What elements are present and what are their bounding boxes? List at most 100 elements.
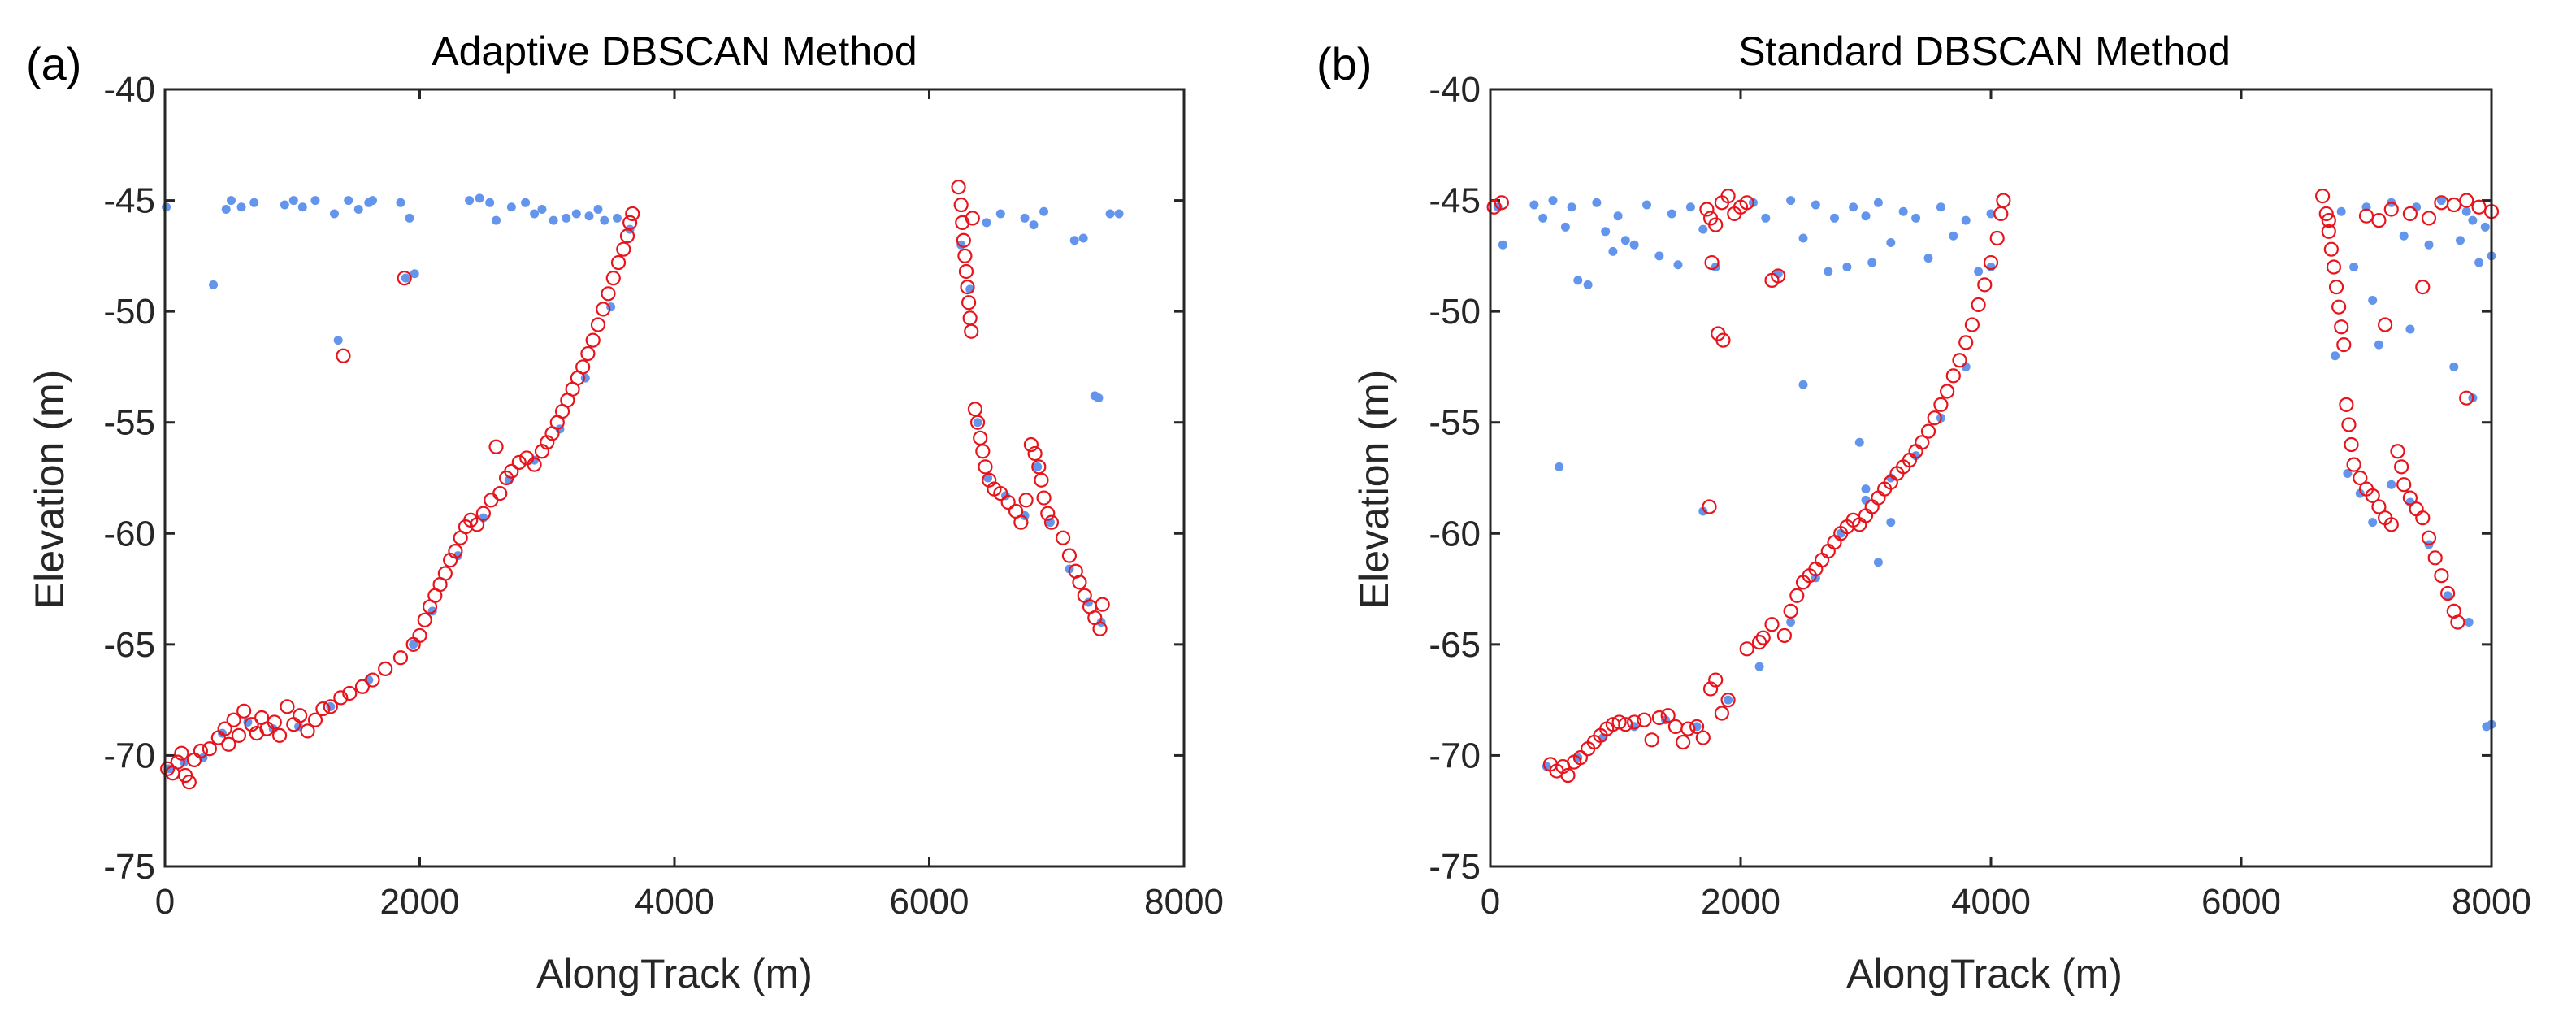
- panel-a: (a) Adaptive DBSCAN Method AlongTrack (m…: [26, 28, 1224, 996]
- blue-point: [344, 196, 353, 206]
- blue-point: [1842, 263, 1852, 272]
- x-ticks: 0 2000 4000 6000 8000: [1481, 89, 2531, 922]
- y-tick-label: -70: [1429, 736, 1481, 775]
- red-point: [1637, 712, 1652, 727]
- y-tick-label: -55: [103, 403, 155, 443]
- blue-point: [1620, 236, 1630, 245]
- red-point: [2365, 488, 2380, 503]
- red-point: [1920, 423, 1936, 439]
- red-point: [1776, 627, 1792, 644]
- red-point: [267, 714, 282, 730]
- red-point: [336, 348, 351, 363]
- red-point: [1739, 641, 1754, 657]
- red-point: [1720, 189, 1736, 204]
- red-point: [2378, 317, 2393, 332]
- blue-point: [2461, 206, 2471, 216]
- red-point: [2402, 490, 2418, 506]
- red-point: [333, 690, 349, 706]
- red-point: [1000, 494, 1016, 510]
- red-point: [2371, 499, 2387, 514]
- y-tick-label: -45: [1429, 181, 1481, 221]
- red-point: [492, 486, 508, 501]
- blue-point: [1986, 209, 1996, 219]
- blue-point: [288, 196, 298, 206]
- red-point: [1714, 706, 1729, 721]
- red-point: [534, 444, 550, 459]
- red-point: [2371, 213, 2387, 228]
- y-tick-label: -55: [1429, 403, 1481, 443]
- red-point: [2459, 390, 2474, 406]
- red-point: [1072, 575, 1087, 590]
- red-point: [1964, 317, 1980, 332]
- red-point: [217, 721, 232, 736]
- blue-point: [1761, 213, 1771, 223]
- red-point: [1871, 490, 1886, 506]
- y-tick-label: -45: [103, 181, 155, 221]
- red-point: [484, 493, 499, 508]
- red-point: [527, 457, 542, 472]
- red-point: [2409, 501, 2424, 517]
- red-point: [2331, 299, 2347, 315]
- red-point: [226, 712, 241, 727]
- red-point: [443, 552, 458, 568]
- red-point: [342, 685, 358, 701]
- red-point: [1789, 588, 1805, 603]
- red-point: [1958, 335, 1974, 350]
- blue-point: [1811, 200, 1820, 210]
- red-point: [2394, 459, 2409, 475]
- blue-point: [2368, 518, 2378, 528]
- blue-point: [600, 215, 609, 225]
- blue-point: [1861, 211, 1871, 221]
- blue-point: [1786, 196, 1796, 206]
- red-point: [964, 323, 979, 339]
- red-point: [1018, 493, 1034, 508]
- blue-point: [2399, 231, 2409, 241]
- red-point: [2383, 202, 2399, 217]
- chart-title: Standard DBSCAN Method: [1738, 28, 2231, 74]
- red-point: [982, 472, 997, 488]
- red-point: [1486, 199, 1502, 215]
- blue-point: [2449, 362, 2459, 371]
- red-point: [967, 402, 983, 417]
- red-point: [392, 650, 409, 666]
- x-tick-label: 6000: [890, 882, 969, 922]
- y-tick-label: -75: [103, 847, 155, 887]
- blue-point: [2480, 222, 2490, 232]
- red-point: [271, 727, 288, 743]
- red-point: [2421, 211, 2437, 226]
- x-tick-label: 0: [1481, 882, 1500, 922]
- red-point: [973, 430, 988, 445]
- red-point: [1572, 750, 1588, 766]
- red-point: [993, 486, 1008, 501]
- blue-point: [1911, 213, 1921, 223]
- blue-point: [1886, 237, 1896, 247]
- red-point: [969, 415, 986, 430]
- blue-point: [612, 213, 622, 223]
- red-point: [1764, 617, 1780, 632]
- red-point: [1036, 490, 1052, 506]
- blue-point: [1986, 263, 1996, 272]
- red-point: [365, 672, 380, 688]
- blue-point: [405, 213, 414, 223]
- red-point: [2396, 477, 2412, 493]
- blue-point: [485, 198, 495, 207]
- red-point: [1720, 693, 1736, 708]
- red-point: [953, 197, 969, 213]
- red-point: [1034, 472, 1049, 488]
- blue-point: [1114, 209, 1124, 219]
- red-point: [2328, 279, 2344, 295]
- blue-point: [1854, 437, 1864, 447]
- blue-point: [1608, 246, 1618, 256]
- red-point: [1095, 597, 1110, 612]
- blue-point: [1629, 240, 1639, 250]
- red-point: [1915, 435, 1930, 450]
- y-axis-label: Elevation (m): [1351, 370, 1397, 610]
- red-point: [1702, 499, 1717, 514]
- red-point: [1618, 717, 1633, 732]
- red-point: [1996, 193, 2011, 208]
- red-point: [1023, 436, 1039, 453]
- red-point: [174, 745, 189, 761]
- red-point: [181, 775, 197, 790]
- scatter-points: [160, 180, 1124, 790]
- x-tick-label: 8000: [2452, 882, 2531, 922]
